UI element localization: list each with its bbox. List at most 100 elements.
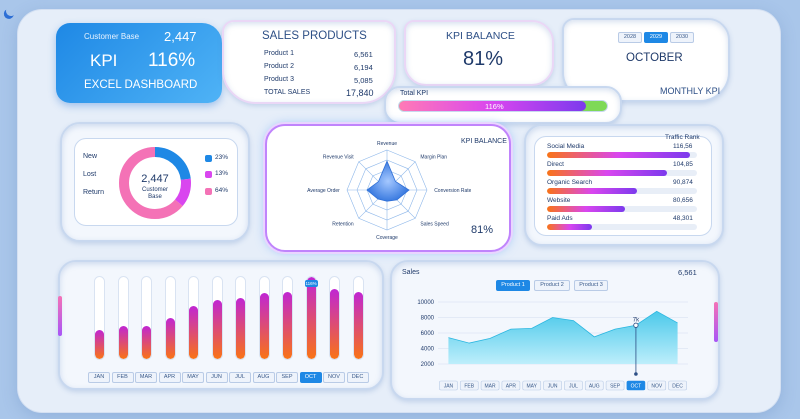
x-tick-label: SEP [610,383,621,389]
moon-icon [5,5,18,18]
series-tab-product-2[interactable]: Product 2 [534,280,570,291]
annotation-label: 7k [633,317,640,323]
traffic-bar-track [547,224,697,230]
total-kpi-label: Total KPI [400,90,429,97]
legend-new-label: New [83,153,98,160]
month-bar-fill [330,289,339,359]
traffic-value: 48,301 [673,215,693,222]
month-bar-fill [306,277,316,359]
month-bar-fill [142,326,151,359]
x-tick-label: NOV [651,383,663,389]
kpi-value: 116% [148,50,196,71]
radar-axis-label: Revenue Visit [323,155,354,161]
traffic-card: Traffic Rank Social Media 116,56 Direct 104… [524,124,724,246]
year-tab-2029[interactable]: 2029 [644,32,668,43]
kpi-balance-title: KPI BALANCE [446,30,515,42]
month-chip-dec[interactable] [668,380,687,391]
product-3-label: Product 3 [264,76,294,83]
month-bar-track [258,276,270,360]
month-chip-may[interactable] [522,380,542,391]
month-button-aug[interactable]: AUG [252,372,275,383]
traffic-bar-track [547,188,697,194]
month-bar-fill [283,291,292,359]
sales-chart-card: Sales 6,561 Product 1 Product 2 Product … [390,260,720,400]
radar-value: 81% [471,224,494,236]
month-button-jan[interactable]: JAN [88,372,110,383]
monthly-bars-card: JAN FEB MAR APR MAY JUN JUL AUG SEP 116% OCT NOV DEC [58,260,384,390]
x-tick-label: OCT [631,383,642,389]
month-bar-fill [259,293,269,359]
legend-value-1: 23% [215,154,229,161]
month-bar-track [164,276,176,360]
month-bar-track [235,276,246,360]
series-tab-product-3[interactable]: Product 3 [574,280,608,291]
radar-axis-label: Average Order [307,188,340,194]
month-bar-fill [189,305,198,359]
month-button-jul[interactable]: JUL [229,372,251,383]
dashboard-title: EXCEL DASHBOARD [84,79,198,91]
x-tick-label: FEB [464,383,474,389]
selected-month-tag: 116% [304,280,318,287]
year-tab-2030[interactable]: 2030 [670,32,694,43]
traffic-label: Direct [547,161,564,168]
month-chip-aug[interactable] [584,380,604,391]
sales-products-card: SALES PRODUCTS Product 1 6,561 Product 2… [222,20,396,104]
month-button-oct[interactable]: OCT [299,372,322,383]
traffic-label: Paid Ads [547,215,573,222]
monthly-kpi-caption: MONTHLY KPI [660,86,721,96]
sales-area-fill [448,311,678,364]
product-2-value: 6,194 [354,63,373,72]
month-bar-track [117,276,129,360]
radar-axis-label: Retention [332,221,354,227]
month-bar-track [211,276,223,360]
year-tab-2028[interactable]: 2028 [618,32,642,43]
month-button-feb[interactable]: FEB [111,372,134,383]
x-tick-label: JAN [444,383,454,389]
month-chip-oct[interactable] [626,380,646,391]
month-bar-track [94,276,105,360]
month-button-mar[interactable]: MAR [135,372,157,383]
month-chip-jan[interactable] [439,380,458,391]
month-bar-fill [165,318,175,359]
month-bar-fill [353,291,363,359]
traffic-bar-track [547,152,697,158]
y-tick-label: 10000 [417,300,434,306]
month-button-nov[interactable]: NOV [323,372,345,383]
month-chip-nov[interactable] [647,380,667,391]
product-1-value: 6,561 [354,50,373,59]
donut-segment-3 [119,147,191,219]
month-bar-fill [118,326,128,359]
month-button-sep[interactable]: SEP [276,372,298,383]
total-kpi-track: 116% [398,100,608,112]
traffic-value: 80,656 [673,197,693,204]
month-chip-apr[interactable] [501,380,521,391]
series-tab-product-1[interactable]: Product 1 [496,280,530,291]
kpi-label: KPI [90,51,118,70]
y-tick-label: 4000 [421,347,435,353]
customer-base-label: Customer Base [84,32,140,41]
month-chip-jun[interactable] [543,380,562,391]
month-chip-sep[interactable] [605,380,625,391]
total-kpi-card: Total KPI 116% [384,86,622,124]
radar-axis-label: Sales Speed [420,221,449,227]
x-tick-label: APR [506,383,517,389]
month-chip-feb[interactable] [459,380,479,391]
traffic-title: Traffic Rank [665,134,700,141]
month-chip-jul[interactable] [564,380,583,391]
total-kpi-fill [399,101,587,111]
traffic-label: Social Media [547,143,585,150]
sales-products-title: SALES PRODUCTS [262,30,367,42]
month-button-dec[interactable]: DEC [346,372,369,383]
radar-axis-label: Revenue [377,141,397,147]
month-bar-track [305,276,317,360]
kpi-balance-value: 81% [463,48,504,70]
month-bar-track [141,276,152,360]
donut-inner-panel: New Lost Return 2,447 Customer Base 23% … [74,138,238,226]
radar-value-shape [366,160,410,202]
month-chip-mar[interactable] [480,380,500,391]
month-button-jun[interactable]: JUN [205,372,228,383]
donut-center-value: 2,447 [141,173,169,185]
radar-card: KPI BALANCE Revenue Margin Plan Conversion… [265,124,511,252]
month-button-apr[interactable]: APR [158,372,181,383]
month-button-may[interactable]: MAY [182,372,204,383]
